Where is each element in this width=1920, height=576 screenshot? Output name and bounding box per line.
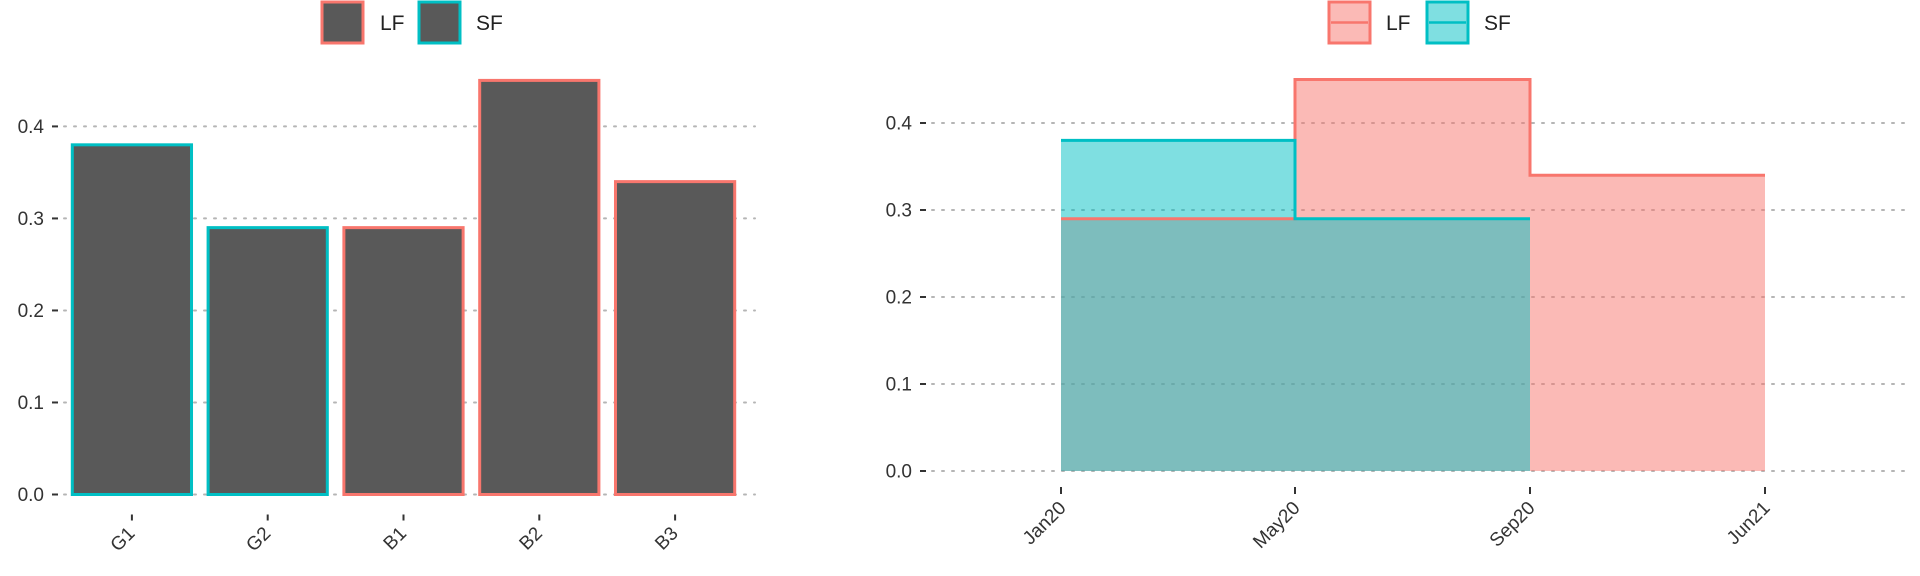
- bar-chart-panel: 0.0 0.1 0.2 0.3 0.4 G1 G2 B1 B2 B3 LF SF: [18, 0, 756, 556]
- y-tick-label: 0.2: [18, 301, 44, 322]
- y-tick-label: 0.2: [886, 288, 912, 309]
- area-chart-y-axis: 0.0 0.1 0.2 0.3 0.4: [886, 114, 926, 483]
- y-tick-label: 0.3: [886, 201, 912, 222]
- area-sf: [1061, 140, 1530, 471]
- x-tick-label: B2: [516, 523, 547, 554]
- legend-key-sf[interactable]: [417, 0, 462, 45]
- y-tick-label: 0.3: [18, 209, 44, 230]
- y-tick-label: 0.0: [886, 462, 912, 483]
- bar-g2: [206, 226, 329, 496]
- x-tick-label: May20: [1249, 498, 1304, 553]
- y-tick-label: 0.4: [886, 114, 913, 135]
- area-chart-x-axis: Jan20 May20 Sep20 Jun21: [1019, 487, 1775, 553]
- legend-label: LF: [380, 12, 405, 35]
- bar-chart-y-axis: 0.0 0.1 0.2 0.3 0.4: [18, 117, 58, 506]
- line-lf: [1061, 78, 1765, 221]
- area-chart-legend[interactable]: LF SF: [1327, 0, 1511, 45]
- x-tick-label: B3: [651, 523, 682, 554]
- step-area-chart-panel: 0.0 0.1 0.2 0.3 0.4 Jan20 May20 Sep20 Jun21 LF S…: [886, 0, 1906, 553]
- x-tick-label: Jan20: [1019, 498, 1070, 549]
- legend-label: LF: [1386, 12, 1411, 35]
- area-chart-areas: [1061, 78, 1765, 471]
- x-tick-label: G2: [242, 523, 275, 556]
- x-tick-label: Sep20: [1486, 498, 1540, 552]
- bar-b2: [478, 78, 601, 497]
- x-tick-label: G1: [107, 523, 140, 556]
- y-tick-label: 0.1: [18, 393, 44, 414]
- legend-key-lf[interactable]: [320, 0, 365, 45]
- bar-chart-x-axis: G1 G2 B1 B2 B3: [107, 514, 683, 556]
- x-tick-label: B1: [380, 523, 411, 554]
- bar-b3: [613, 180, 737, 496]
- bar-b1: [342, 226, 465, 496]
- y-tick-label: 0.4: [18, 117, 45, 138]
- x-tick-label: Jun21: [1723, 498, 1774, 549]
- y-tick-label: 0.0: [18, 485, 44, 506]
- bar-g1: [70, 143, 194, 496]
- bar-chart-bars: [70, 78, 737, 497]
- legend-label: SF: [476, 12, 503, 35]
- legend-label: SF: [1484, 12, 1511, 35]
- y-tick-label: 0.1: [886, 375, 912, 396]
- bar-chart-legend[interactable]: LF SF: [320, 0, 503, 45]
- line-sf: [1061, 138, 1530, 221]
